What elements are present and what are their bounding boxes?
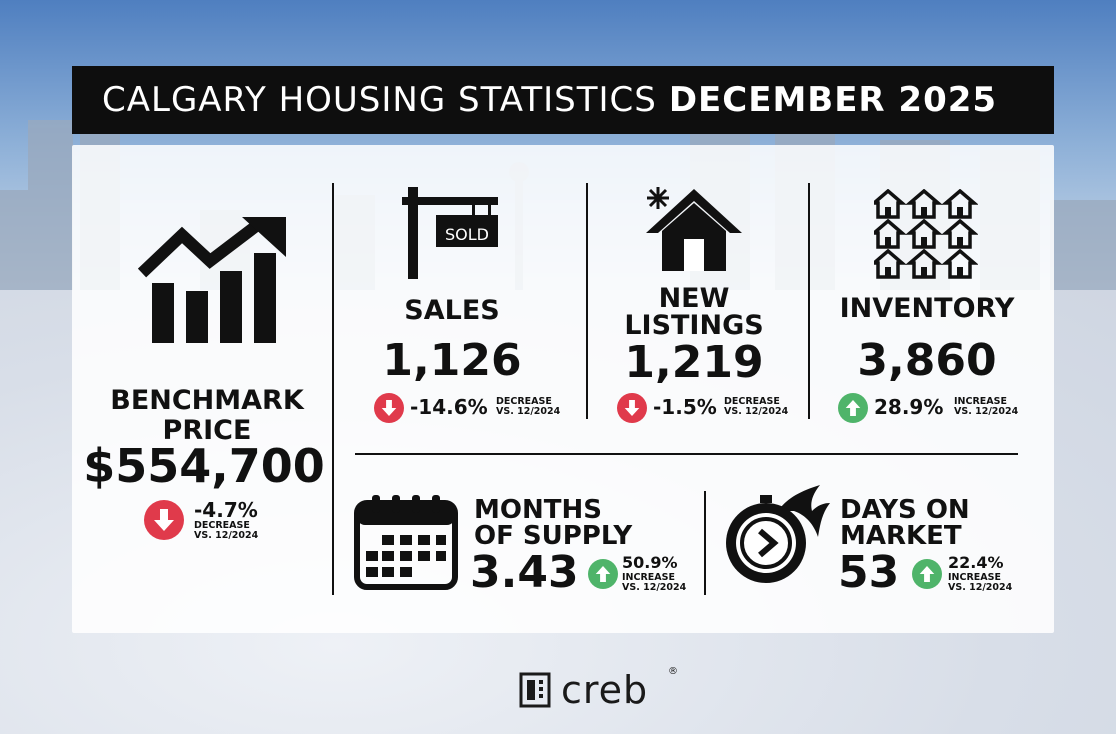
new-listings-compare-text: VS. 12/2024 [724, 406, 789, 418]
sales-change: -14.6% [410, 395, 488, 419]
benchmark-label-line1: BENCHMARK [110, 385, 304, 416]
title-period: DECEMBER 2025 [668, 80, 998, 120]
benchmark-label-line2: PRICE [162, 415, 252, 446]
benchmark-change: -4.7% [194, 498, 258, 522]
inventory-change: 28.9% [874, 395, 944, 419]
arrow-down-icon [374, 393, 404, 423]
houses-grid-icon [874, 189, 976, 279]
new-listings-label-line1: NEW [658, 283, 730, 314]
creb-logo-text: creb [561, 668, 649, 712]
creb-building-icon [519, 672, 551, 708]
new-listings-change-word: DECREASE [724, 396, 780, 407]
months-supply-label-line1: MONTHS [474, 495, 602, 525]
sales-compare: DECREASE VS. 12/2024 [496, 396, 561, 418]
inventory-change-word: INCREASE [954, 396, 1007, 407]
days-on-market-label: DAYS ON MARKET [840, 497, 970, 549]
bar-chart-trend-up-icon [138, 217, 286, 343]
divider-horizontal [355, 453, 1018, 455]
sales-label: SALES [404, 295, 500, 326]
divider-vertical-listings [808, 183, 810, 419]
days-on-market-label-line1: DAYS ON [840, 495, 970, 525]
sold-sign-text: SOLD [445, 225, 489, 244]
arrow-up-icon [838, 393, 868, 423]
sold-sign-icon [402, 187, 498, 279]
inventory-compare: INCREASE VS. 12/2024 [954, 396, 1019, 418]
months-supply-change-word: INCREASE [622, 572, 675, 583]
months-supply-compare: INCREASE VS. 12/2024 [622, 572, 687, 594]
months-supply-value: 3.43 [470, 547, 579, 598]
arrow-up-icon [588, 559, 618, 589]
sales-compare-text: VS. 12/2024 [496, 406, 561, 418]
months-supply-compare-text: VS. 12/2024 [622, 582, 687, 594]
months-supply-label-line2: OF SUPPLY [474, 521, 633, 551]
sales-value: 1,126 [382, 335, 522, 386]
calendar-icon [354, 495, 458, 590]
divider-vertical-bottom [704, 491, 706, 595]
creb-registered-mark: ® [668, 666, 678, 677]
days-on-market-change: 22.4% [948, 553, 1004, 572]
days-on-market-label-line2: MARKET [840, 521, 962, 551]
page-title: CALGARY HOUSING STATISTICS DECEMBER 2025 [72, 66, 1054, 134]
days-on-market-compare-text: VS. 12/2024 [948, 582, 1013, 594]
inventory-compare-text: VS. 12/2024 [954, 406, 1019, 418]
benchmark-compare: DECREASE VS. 12/2024 [194, 520, 259, 542]
divider-vertical-main [332, 183, 334, 595]
months-supply-change: 50.9% [622, 553, 678, 572]
creb-logo: creb ® [519, 666, 678, 712]
sales-change-word: DECREASE [496, 396, 552, 407]
arrow-down-icon [144, 500, 184, 540]
benchmark-value: $554,700 [83, 439, 325, 493]
stopwatch-fire-icon [726, 485, 830, 583]
new-listings-change: -1.5% [653, 395, 717, 419]
house-sparkle-icon [646, 187, 742, 271]
arrow-down-icon [617, 393, 647, 423]
months-supply-label: MONTHS OF SUPPLY [474, 497, 632, 549]
benchmark-compare-text: VS. 12/2024 [194, 530, 259, 542]
new-listings-label: NEW LISTINGS [608, 285, 780, 339]
divider-vertical-sales [586, 183, 588, 419]
stats-panel: BENCHMARK PRICE $554,700 -4.7% DECREASE … [72, 145, 1054, 633]
new-listings-label-line2: LISTINGS [624, 310, 764, 341]
inventory-label: INVENTORY [839, 293, 1015, 324]
new-listings-compare: DECREASE VS. 12/2024 [724, 396, 789, 418]
days-on-market-compare: INCREASE VS. 12/2024 [948, 572, 1013, 594]
inventory-value: 3,860 [857, 335, 997, 386]
new-listings-value: 1,219 [624, 337, 764, 388]
benchmark-change-word: DECREASE [194, 520, 250, 531]
title-main: CALGARY HOUSING STATISTICS [102, 80, 657, 120]
benchmark-label: BENCHMARK PRICE [92, 387, 322, 444]
days-on-market-value: 53 [838, 547, 900, 598]
days-on-market-change-word: INCREASE [948, 572, 1001, 583]
arrow-up-icon [912, 559, 942, 589]
